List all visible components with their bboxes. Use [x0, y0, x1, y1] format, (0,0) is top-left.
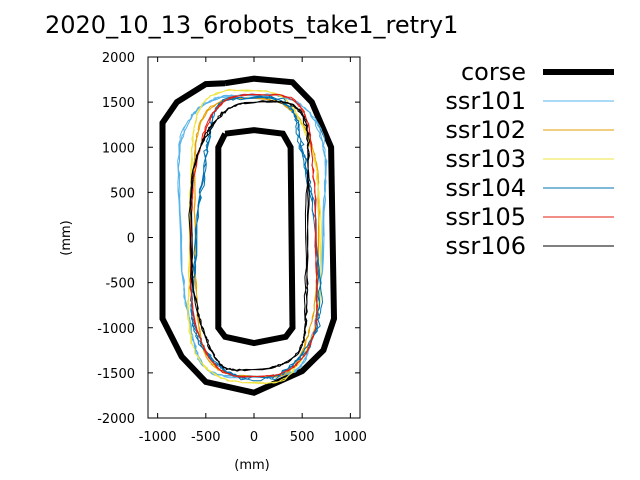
legend-label: ssr105 [445, 203, 526, 231]
y-tick-label: -1000 [97, 322, 135, 337]
x-tick-label: -500 [191, 430, 221, 445]
y-tick-label: 1000 [102, 141, 135, 156]
x-axis-label: (mm) [234, 458, 269, 473]
y-tick-label: -500 [105, 277, 135, 292]
legend-label: ssr104 [445, 174, 526, 202]
legend-label: corse [461, 58, 526, 86]
series-line-ssr101 [177, 93, 328, 379]
chart-title: 2020_10_13_6robots_take1_retry1 [45, 11, 458, 39]
legend-label: ssr102 [445, 116, 526, 144]
legend-label: ssr103 [445, 145, 526, 173]
series-line-ssr103 [187, 88, 322, 385]
series-line-ssr106 [188, 100, 310, 372]
series-line-ssr104 [189, 95, 323, 382]
plot-area [159, 75, 338, 396]
legend: corsessr101ssr102ssr103ssr104ssr105ssr10… [445, 58, 614, 260]
legend-label: ssr106 [445, 232, 526, 260]
x-tick-label: 0 [250, 430, 258, 445]
plot-frame [147, 56, 361, 419]
x-axis-ticks: -1000 -500 0 500 1000 [139, 57, 367, 445]
y-tick-label: -1500 [97, 367, 135, 382]
y-tick-label: 0 [127, 232, 135, 247]
x-tick-label: -1000 [139, 430, 177, 445]
x-tick-label: 1000 [334, 430, 367, 445]
y-tick-label: 1500 [102, 96, 135, 111]
y-tick-label: 2000 [102, 51, 135, 66]
y-axis-label: (mm) [59, 220, 74, 255]
y-axis-ticks: -2000 -1500 -1000 -500 0 500 1000 1500 2000 [97, 51, 360, 427]
y-tick-label: 500 [110, 186, 135, 201]
y-tick-label: -2000 [97, 412, 135, 427]
course-inner-wall [215, 127, 296, 347]
legend-label: ssr101 [445, 87, 526, 115]
series-line-ssr105 [189, 93, 319, 378]
x-tick-label: 500 [290, 430, 315, 445]
